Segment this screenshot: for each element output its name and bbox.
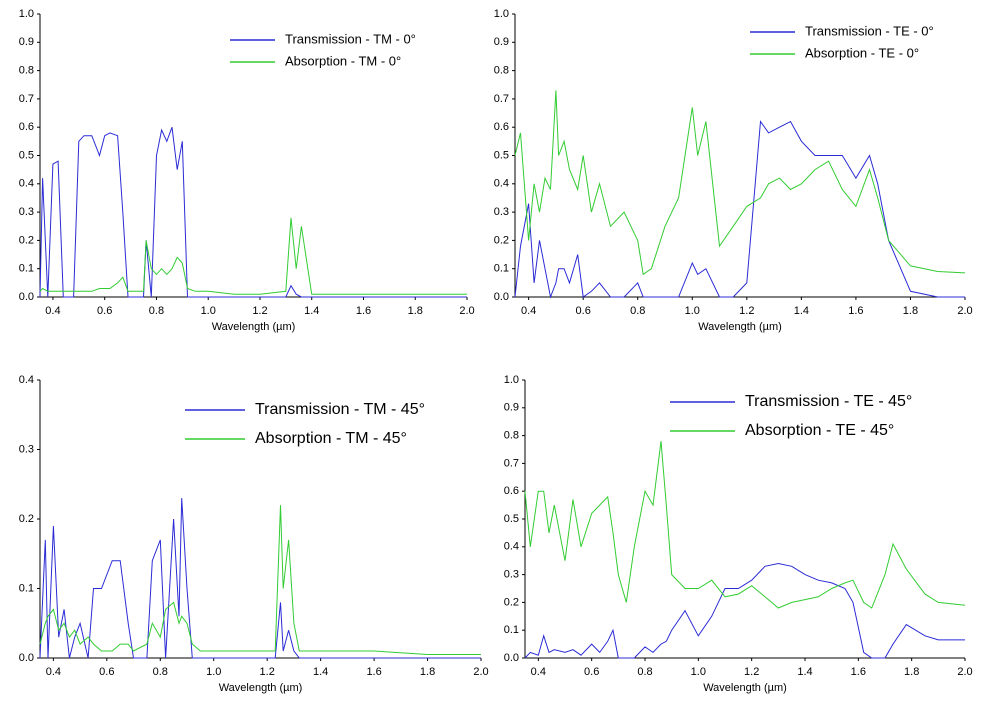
x-tick-label: 1.4	[794, 305, 809, 317]
series-line	[514, 120, 965, 299]
y-tick-label: 0.8	[504, 430, 519, 442]
y-tick-label: 0.3	[494, 206, 509, 218]
x-tick-label: 0.4	[521, 305, 536, 317]
x-tick-label: 0.8	[149, 305, 164, 317]
x-tick-label: 1.6	[356, 305, 371, 317]
y-tick-label: 0.0	[19, 291, 34, 303]
x-tick-label: 1.6	[366, 666, 381, 678]
x-tick-label: 0.6	[584, 666, 599, 678]
y-tick-label: 0.5	[504, 513, 519, 525]
x-axis-label: Wavelength (µm)	[219, 682, 303, 694]
series-line	[39, 217, 467, 295]
y-tick-label: 0.4	[19, 178, 34, 190]
x-tick-label: 1.8	[903, 305, 918, 317]
y-tick-label: 0.7	[19, 93, 34, 105]
y-tick-label: 0.6	[19, 121, 34, 133]
x-tick-label: 0.4	[46, 666, 61, 678]
x-tick-label: 1.2	[744, 666, 759, 678]
x-tick-label: 1.0	[206, 666, 221, 678]
series-line	[524, 441, 966, 609]
x-tick-label: 1.2	[739, 305, 754, 317]
x-tick-label: 0.4	[531, 666, 546, 678]
y-tick-label: 0.2	[494, 234, 509, 246]
x-axis-label: Wavelength (µm)	[698, 321, 782, 333]
x-tick-label: 1.0	[691, 666, 706, 678]
x-tick-label: 2.0	[473, 666, 488, 678]
y-tick-label: 0.5	[19, 149, 34, 161]
y-tick-label: 0.2	[19, 513, 34, 525]
x-tick-label: 0.8	[630, 305, 645, 317]
x-tick-label: 1.6	[848, 305, 863, 317]
y-tick-label: 0.0	[19, 652, 34, 664]
x-tick-label: 1.8	[420, 666, 435, 678]
y-tick-label: 0.9	[504, 402, 519, 414]
x-axis-label: Wavelength (µm)	[212, 321, 296, 333]
series-line	[524, 562, 965, 659]
legend-label: Absorption - TM - 45°	[255, 430, 407, 447]
series-line	[39, 505, 481, 655]
y-tick-label: 0.1	[504, 624, 519, 636]
x-tick-label: 1.4	[304, 305, 319, 317]
series-line	[39, 498, 481, 659]
legend-label: Absorption - TE - 45°	[745, 422, 894, 439]
y-tick-label: 0.4	[19, 374, 34, 386]
x-tick-label: 2.0	[957, 666, 972, 678]
legend-label: Transmission - TE - 45°	[745, 393, 912, 410]
y-tick-label: 0.7	[494, 93, 509, 105]
legend-label: Transmission - TM - 45°	[255, 401, 425, 418]
y-tick-label: 1.0	[504, 374, 519, 386]
legend-label: Absorption - TM - 0°	[285, 53, 401, 68]
x-tick-label: 0.6	[99, 666, 114, 678]
x-tick-label: 1.0	[201, 305, 216, 317]
y-tick-label: 1.0	[494, 8, 509, 20]
y-tick-label: 1.0	[19, 8, 34, 20]
y-tick-label: 0.0	[504, 652, 519, 664]
y-tick-label: 0.4	[504, 541, 519, 553]
legend-label: Transmission - TE - 0°	[805, 23, 934, 38]
y-tick-label: 0.2	[19, 234, 34, 246]
y-tick-label: 0.9	[494, 36, 509, 48]
y-tick-label: 0.6	[494, 121, 509, 133]
x-tick-label: 1.6	[851, 666, 866, 678]
x-tick-label: 2.0	[957, 305, 972, 317]
y-tick-label: 0.1	[19, 263, 34, 275]
y-tick-label: 0.8	[19, 65, 34, 77]
y-tick-label: 0.5	[494, 149, 509, 161]
x-tick-label: 1.4	[797, 666, 812, 678]
y-tick-label: 0.3	[19, 206, 34, 218]
x-axis-label: Wavelength (µm)	[703, 682, 787, 694]
y-tick-label: 0.1	[19, 582, 34, 594]
legend-label: Absorption - TE - 0°	[805, 45, 919, 60]
y-tick-label: 0.1	[494, 263, 509, 275]
y-tick-label: 0.3	[19, 443, 34, 455]
x-tick-label: 1.0	[685, 305, 700, 317]
x-tick-label: 0.8	[153, 666, 168, 678]
legend-label: Transmission - TM - 0°	[285, 31, 416, 46]
x-tick-label: 1.4	[313, 666, 328, 678]
y-tick-label: 0.2	[504, 596, 519, 608]
x-tick-label: 2.0	[459, 305, 474, 317]
x-tick-label: 0.6	[576, 305, 591, 317]
x-tick-label: 0.4	[45, 305, 60, 317]
y-tick-label: 0.4	[494, 178, 509, 190]
y-tick-label: 0.0	[494, 291, 509, 303]
y-tick-label: 0.7	[504, 457, 519, 469]
x-tick-label: 0.6	[97, 305, 112, 317]
x-tick-label: 0.8	[637, 666, 652, 678]
y-tick-label: 0.9	[19, 36, 34, 48]
x-tick-label: 1.8	[408, 305, 423, 317]
x-tick-label: 1.2	[252, 305, 267, 317]
series-line	[514, 90, 966, 276]
y-tick-label: 0.8	[494, 65, 509, 77]
y-tick-label: 0.3	[504, 569, 519, 581]
y-tick-label: 0.6	[504, 485, 519, 497]
series-line	[39, 127, 467, 298]
x-tick-label: 1.8	[904, 666, 919, 678]
x-tick-label: 1.2	[260, 666, 275, 678]
